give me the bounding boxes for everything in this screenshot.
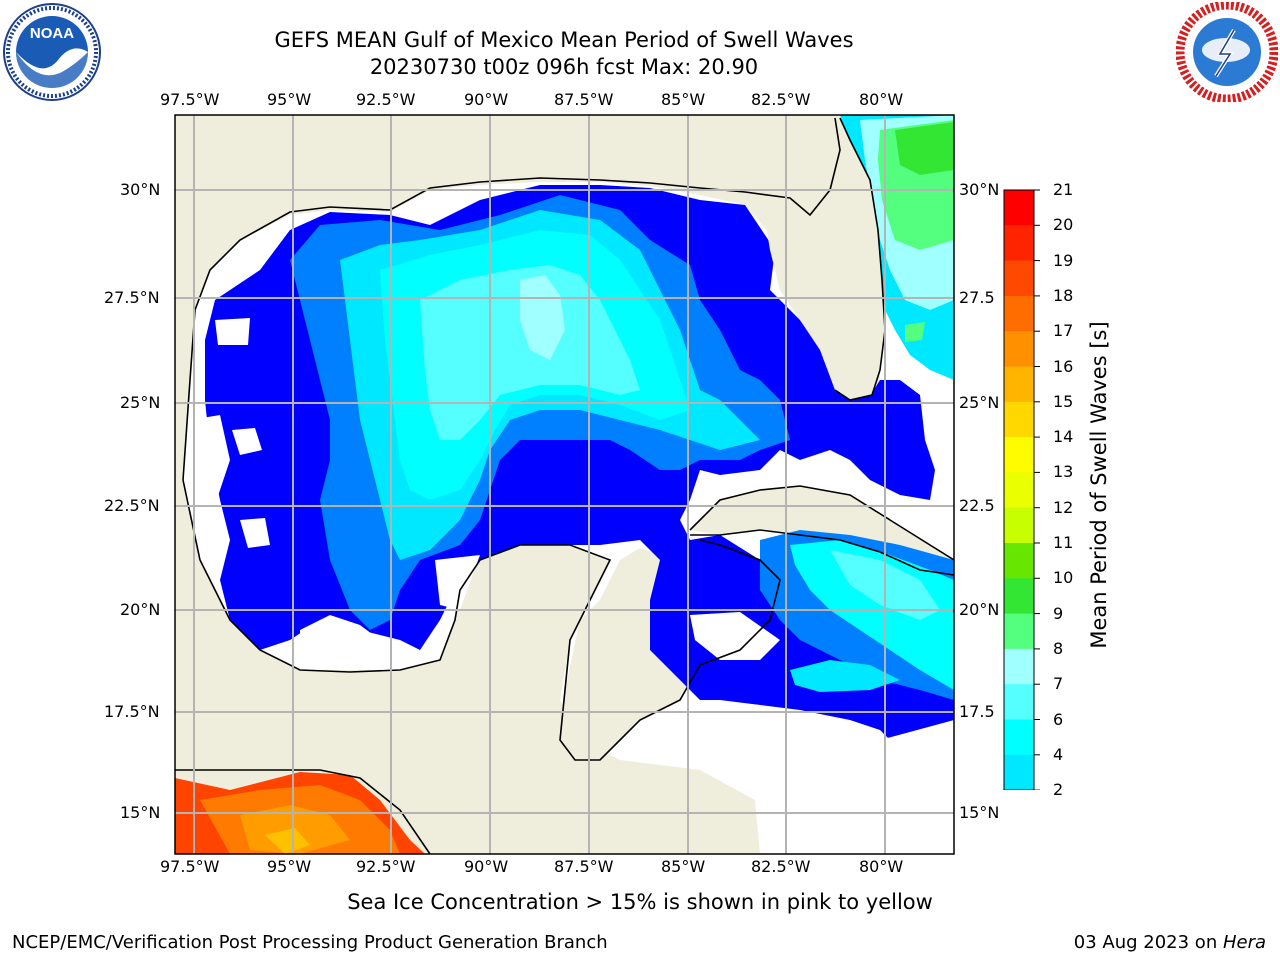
small-gap-3 xyxy=(215,318,250,345)
colorbar xyxy=(1003,189,1040,790)
lat-tick-right: 22.5 xyxy=(959,496,995,515)
yucatan-gap xyxy=(435,555,480,610)
lon-tick-top: 87.5°W xyxy=(554,90,614,109)
lat-tick-left: 25°N xyxy=(120,393,161,412)
lon-tick-bottom: 82.5°W xyxy=(751,857,811,876)
colorbar-segment xyxy=(1004,578,1034,615)
colorbar-tick-label: 18 xyxy=(1053,285,1074,305)
colorbar-segment xyxy=(1004,543,1034,579)
lon-tick-top: 97.5°W xyxy=(160,90,220,109)
colorbar-tick-label: 6 xyxy=(1053,709,1064,729)
lat-tick-right: 20°N xyxy=(959,600,1000,619)
colorbar-segment xyxy=(1004,366,1034,403)
colorbar-tick-label: 7 xyxy=(1053,674,1064,694)
caribbean-lower-band xyxy=(790,660,900,692)
colorbar-tick-label: 2 xyxy=(1053,780,1064,800)
map-subtitle: 20230730 t00z 096h fcst Max: 20.90 xyxy=(369,55,759,79)
footer-credit: NCEP/EMC/Verification Post Processing Pr… xyxy=(12,932,608,953)
colorbar-segment xyxy=(1004,754,1034,790)
map-title: GEFS MEAN Gulf of Mexico Mean Period of … xyxy=(274,28,854,52)
colorbar-tick-label: 20 xyxy=(1053,215,1074,235)
lon-tick-top: 90°W xyxy=(464,90,509,109)
colorbar-tick-label: 21 xyxy=(1053,180,1074,199)
colorbar-tick-label: 16 xyxy=(1053,356,1074,376)
florida-land xyxy=(760,115,885,400)
swell-band-8-9 xyxy=(420,265,640,440)
colorbar-tick-label: 19 xyxy=(1053,250,1074,270)
lon-tick-top: 95°W xyxy=(267,90,312,109)
us-coast-land xyxy=(175,115,840,480)
west-gap xyxy=(190,415,230,520)
colorbar-tick-label: 14 xyxy=(1053,427,1074,447)
colorbar-segment xyxy=(1004,613,1034,650)
colorbar-tick-label: 8 xyxy=(1053,638,1064,658)
colorbar-segment xyxy=(1004,684,1034,720)
lat-tick-right: 25°N xyxy=(959,393,1000,412)
svg-text:NOAA: NOAA xyxy=(30,25,74,42)
lon-tick-top: 92.5°W xyxy=(356,90,416,109)
lat-tick-right: 27.5 xyxy=(959,288,995,307)
lat-tick-left: 17.5°N xyxy=(104,702,160,721)
colorbar-tick-label: 4 xyxy=(1053,744,1064,764)
small-gap xyxy=(240,518,270,548)
lat-tick-right: 30°N xyxy=(959,180,1000,199)
colorbar-segment xyxy=(1004,437,1034,473)
colorbar-segment xyxy=(1004,719,1034,756)
lat-tick-right: 15°N xyxy=(959,803,1000,822)
sea-ice-note: Sea Ice Concentration > 15% is shown in … xyxy=(347,890,933,914)
colorbar-segment xyxy=(1004,648,1034,685)
lat-tick-left: 30°N xyxy=(120,180,161,199)
colorbar-segment xyxy=(1004,190,1034,226)
caribbean-gap-2 xyxy=(690,612,780,660)
colorbar-segment xyxy=(1004,295,1034,332)
lon-tick-bottom: 92.5°W xyxy=(356,857,416,876)
colorbar-outline xyxy=(1003,189,1035,790)
lon-tick-top: 85°W xyxy=(661,90,706,109)
map-frame xyxy=(174,114,955,855)
swell-band-9-10 xyxy=(520,275,565,360)
colorbar-segment xyxy=(1004,331,1034,367)
colorbar-tick-label: 15 xyxy=(1053,391,1074,411)
lon-tick-top: 80°W xyxy=(859,90,904,109)
colorbar-segment xyxy=(1004,472,1034,509)
footer-date: 03 Aug 2023 on Hera xyxy=(1074,932,1266,953)
lat-tick-left: 27.5°N xyxy=(104,288,160,307)
lon-tick-bottom: 95°W xyxy=(267,857,312,876)
colorbar-label: Mean Period of Swell Waves [s] xyxy=(1087,321,1111,649)
colorbar-tick-label: 12 xyxy=(1053,497,1074,517)
lat-tick-right: 17.5 xyxy=(959,702,995,721)
lat-tick-left: 22.5°N xyxy=(104,496,160,515)
lon-tick-bottom: 90°W xyxy=(464,857,509,876)
lon-tick-bottom: 85°W xyxy=(661,857,706,876)
graticule xyxy=(175,115,954,854)
colorbar-tick-label: 11 xyxy=(1053,533,1074,552)
footer-host: Hera xyxy=(1222,932,1266,953)
colorbar-tick-label: 17 xyxy=(1053,321,1074,341)
colorbar-label-wrap: Mean Period of Swell Waves [s] xyxy=(1082,321,1122,648)
colorbar-segment xyxy=(1004,401,1034,438)
atlantic-band-9-10b xyxy=(905,322,925,342)
noaa-logo: NOAA xyxy=(3,3,101,101)
colorbar-tick-label: 9 xyxy=(1053,603,1064,623)
colorbar-tick-label: 13 xyxy=(1053,462,1074,482)
lon-tick-top: 82.5°W xyxy=(751,90,811,109)
lat-tick-left: 15°N xyxy=(120,803,161,822)
nws-logo xyxy=(1176,2,1278,102)
lon-tick-bottom: 97.5°W xyxy=(160,857,220,876)
footer-date-text: 03 Aug 2023 on xyxy=(1073,932,1223,953)
coastlines xyxy=(175,117,954,854)
lat-tick-left: 20°N xyxy=(120,600,161,619)
atlantic-band-10-11 xyxy=(895,122,954,175)
small-gap-2 xyxy=(232,428,262,455)
lon-tick-bottom: 80°W xyxy=(859,857,904,876)
lon-tick-bottom: 87.5°W xyxy=(554,857,614,876)
colorbar-segment xyxy=(1004,225,1034,262)
colorbar-segment xyxy=(1004,260,1034,297)
colorbar-segment xyxy=(1004,507,1034,544)
colorbar-tick-label: 10 xyxy=(1053,568,1074,588)
campeche-gap xyxy=(300,615,380,668)
caribbean-gap xyxy=(700,700,954,820)
pacific-swell-peak xyxy=(265,828,310,854)
